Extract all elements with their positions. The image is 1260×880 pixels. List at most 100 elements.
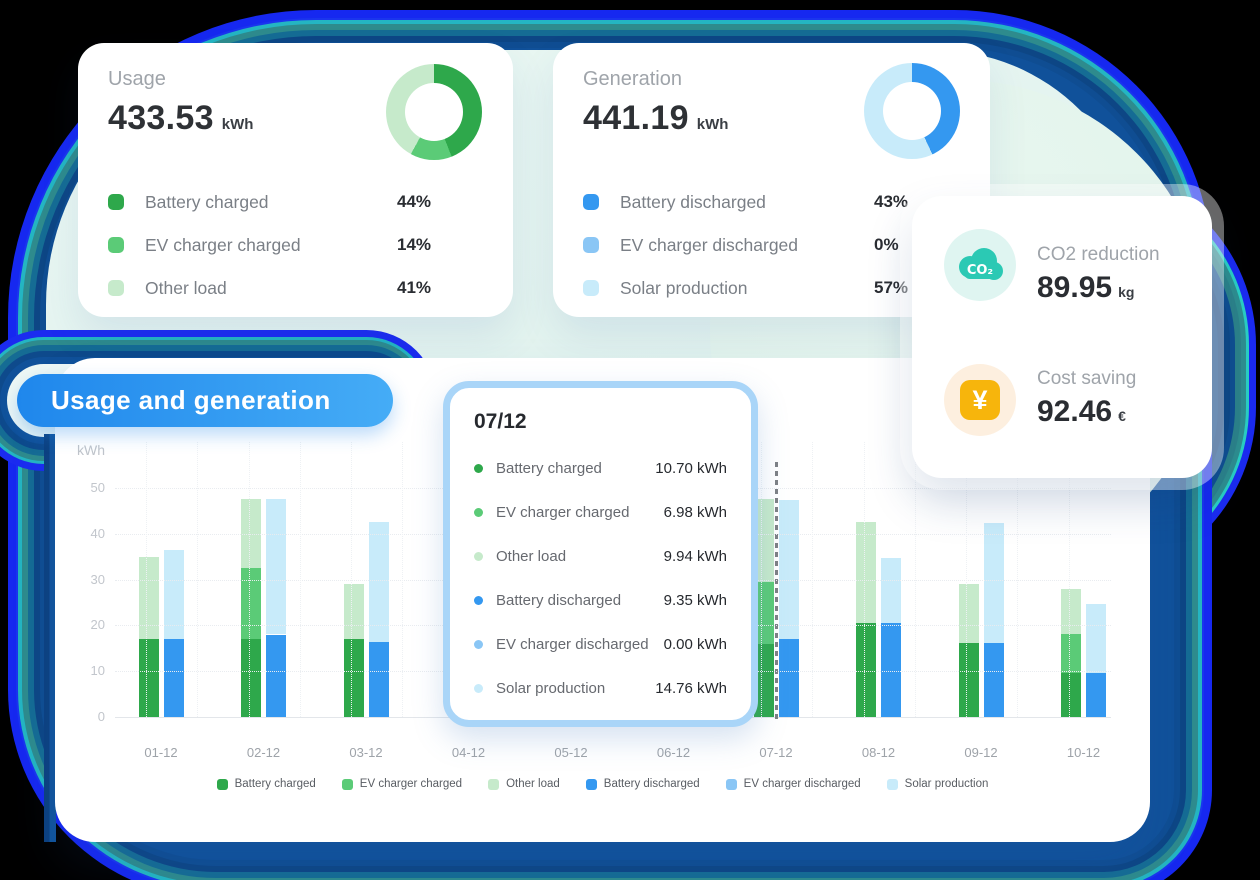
usage-legend: Battery charged 44% EV charger charged 14% O… xyxy=(108,188,489,317)
bar-segment-battery-charged[interactable] xyxy=(753,643,774,717)
generation-value-row: 441.19 kWh xyxy=(583,99,728,138)
vertical-gridline xyxy=(761,442,762,717)
bar-segment-other-load[interactable] xyxy=(138,556,159,640)
usage-and-generation-pill[interactable]: Usage and generation xyxy=(17,374,393,427)
tooltip-series-dot xyxy=(474,507,483,517)
chart-legend-marker xyxy=(488,778,500,790)
bar-segment-battery-charged[interactable] xyxy=(958,642,979,717)
bar-segment-other-load[interactable] xyxy=(1061,589,1081,635)
chart-legend-item[interactable]: Solar production xyxy=(886,778,989,790)
y-axis-tick-label: 50 xyxy=(90,479,105,495)
decorative-stripe-patch xyxy=(44,434,56,842)
bar-segment-battery-discharged[interactable] xyxy=(368,642,389,717)
legend-row: Other load 41% xyxy=(108,274,489,302)
chart-legend-item[interactable]: Battery discharged xyxy=(585,778,700,790)
bar-segment-solar-production[interactable] xyxy=(368,522,389,643)
bar-segment-other-load[interactable] xyxy=(241,499,261,569)
tooltip-row: Battery discharged 9.35 kWh xyxy=(474,578,727,622)
bar-segment-ev-charger-charged[interactable] xyxy=(241,568,261,640)
x-axis-label: 07-12 xyxy=(759,745,793,760)
x-axis-label: 04-12 xyxy=(451,745,486,760)
bar-segment-solar-production[interactable] xyxy=(1086,603,1106,673)
bar-segment-solar-production[interactable] xyxy=(163,549,184,640)
tooltip-series-value: 9.94 kWh xyxy=(663,547,727,565)
chart-legend-label: Solar production xyxy=(904,778,989,790)
tooltip-date-title: 07/12 xyxy=(474,410,527,433)
chart-legend-marker xyxy=(216,778,228,790)
bar-segment-ev-charger-charged[interactable] xyxy=(1061,634,1081,673)
legend-label: Battery charged xyxy=(145,191,269,212)
tooltip-row: Battery charged 10.70 kWh xyxy=(474,446,727,490)
bar-segment-battery-discharged[interactable] xyxy=(163,639,184,717)
generation-unit: kWh xyxy=(696,116,729,133)
tooltip-series-label: EV charger discharged xyxy=(496,635,649,653)
chart-legend-item[interactable]: Battery charged xyxy=(216,778,316,790)
vertical-gridline xyxy=(966,442,967,717)
bar-segment-battery-charged[interactable] xyxy=(241,639,261,717)
legend-value: 0% xyxy=(874,235,899,254)
x-axis-label: 03-12 xyxy=(349,745,383,760)
yen-icon: ¥ xyxy=(944,364,1016,436)
chart-legend-item[interactable]: Other load xyxy=(488,778,560,790)
bar-segment-battery-discharged[interactable] xyxy=(983,642,1004,717)
chart-tooltip: 07/12 Battery charged 10.70 kWh EV charger… xyxy=(443,381,758,727)
yen-icon-glyph: ¥ xyxy=(960,380,1000,420)
bar-segment-solar-production[interactable] xyxy=(881,557,901,624)
co2-cloud-icon: CO₂ xyxy=(944,229,1016,301)
bar-segment-battery-charged[interactable] xyxy=(1061,672,1081,717)
tooltip-series-label: EV charger charged xyxy=(496,503,630,521)
legend-label: Solar production xyxy=(620,277,748,298)
cost-saving-unit: € xyxy=(1118,408,1126,424)
bar-segment-ev-charger-charged[interactable] xyxy=(753,581,774,644)
generation-value: 441.19 xyxy=(583,99,689,137)
y-axis-tick-label: 20 xyxy=(90,617,105,633)
chart-legend-item[interactable]: EV charger discharged xyxy=(725,778,861,790)
x-axis-label: 01-12 xyxy=(144,745,178,760)
bar-segment-battery-charged[interactable] xyxy=(856,623,876,717)
tooltip-series-value: 6.98 kWh xyxy=(663,503,727,521)
vertical-gridline xyxy=(812,442,814,717)
bar-segment-solar-production[interactable] xyxy=(266,499,286,635)
bar-segment-battery-charged[interactable] xyxy=(138,639,159,717)
legend-value: 41% xyxy=(397,278,432,297)
chart-legend: Battery charged EV charger charged Other l… xyxy=(55,778,1150,790)
co2-reduction-text: CO2 reduction 89.95 kg xyxy=(1037,244,1160,305)
x-axis-label: 05-12 xyxy=(554,745,588,760)
tooltip-series-value: 0.00 kWh xyxy=(663,635,727,653)
legend-row: Battery discharged 43% xyxy=(583,188,966,216)
tooltip-rows: Battery charged 10.70 kWh EV charger charg… xyxy=(474,446,727,710)
bar-segment-battery-discharged[interactable] xyxy=(266,634,286,717)
legend-label: EV charger charged xyxy=(145,234,301,255)
generation-title: Generation xyxy=(583,68,682,90)
usage-value-row: 433.53 kWh xyxy=(108,99,253,138)
chart-legend-item[interactable]: EV charger charged xyxy=(341,778,463,790)
bar-segment-battery-discharged[interactable] xyxy=(778,639,799,717)
x-axis-label: 10-12 xyxy=(1066,745,1101,760)
bar-segment-battery-discharged[interactable] xyxy=(881,623,901,717)
co2-cloud-graphic: CO₂ xyxy=(959,248,1003,280)
bar-segment-other-load[interactable] xyxy=(856,522,876,624)
bar-segment-solar-production[interactable] xyxy=(778,500,799,640)
tooltip-series-label: Other load xyxy=(496,547,567,565)
bar-segment-battery-charged[interactable] xyxy=(343,639,364,717)
bar-segment-battery-discharged[interactable] xyxy=(1086,672,1106,717)
co2-reduction-unit: kg xyxy=(1118,284,1135,300)
chart-legend-marker xyxy=(886,778,898,790)
tooltip-series-dot xyxy=(474,683,483,693)
bar-segment-other-load[interactable] xyxy=(753,499,774,582)
tooltip-row: Solar production 14.76 kWh xyxy=(474,666,727,710)
bar-segment-other-load[interactable] xyxy=(343,584,364,640)
cost-saving-value: 92.46 xyxy=(1037,395,1113,428)
tooltip-series-dot xyxy=(474,551,483,561)
legend-marker xyxy=(583,237,599,253)
legend-row: Solar production 57% xyxy=(583,274,966,302)
chart-legend-label: EV charger charged xyxy=(359,778,463,790)
cost-saving-label: Cost saving xyxy=(1037,368,1137,389)
bar-segment-other-load[interactable] xyxy=(958,584,979,643)
bar-segment-solar-production[interactable] xyxy=(983,523,1004,643)
x-axis-label: 09-12 xyxy=(964,745,998,760)
chart-legend-marker xyxy=(725,778,737,790)
y-axis-unit-label: kWh xyxy=(77,442,105,458)
co2-icon-text: CO₂ xyxy=(967,263,993,278)
